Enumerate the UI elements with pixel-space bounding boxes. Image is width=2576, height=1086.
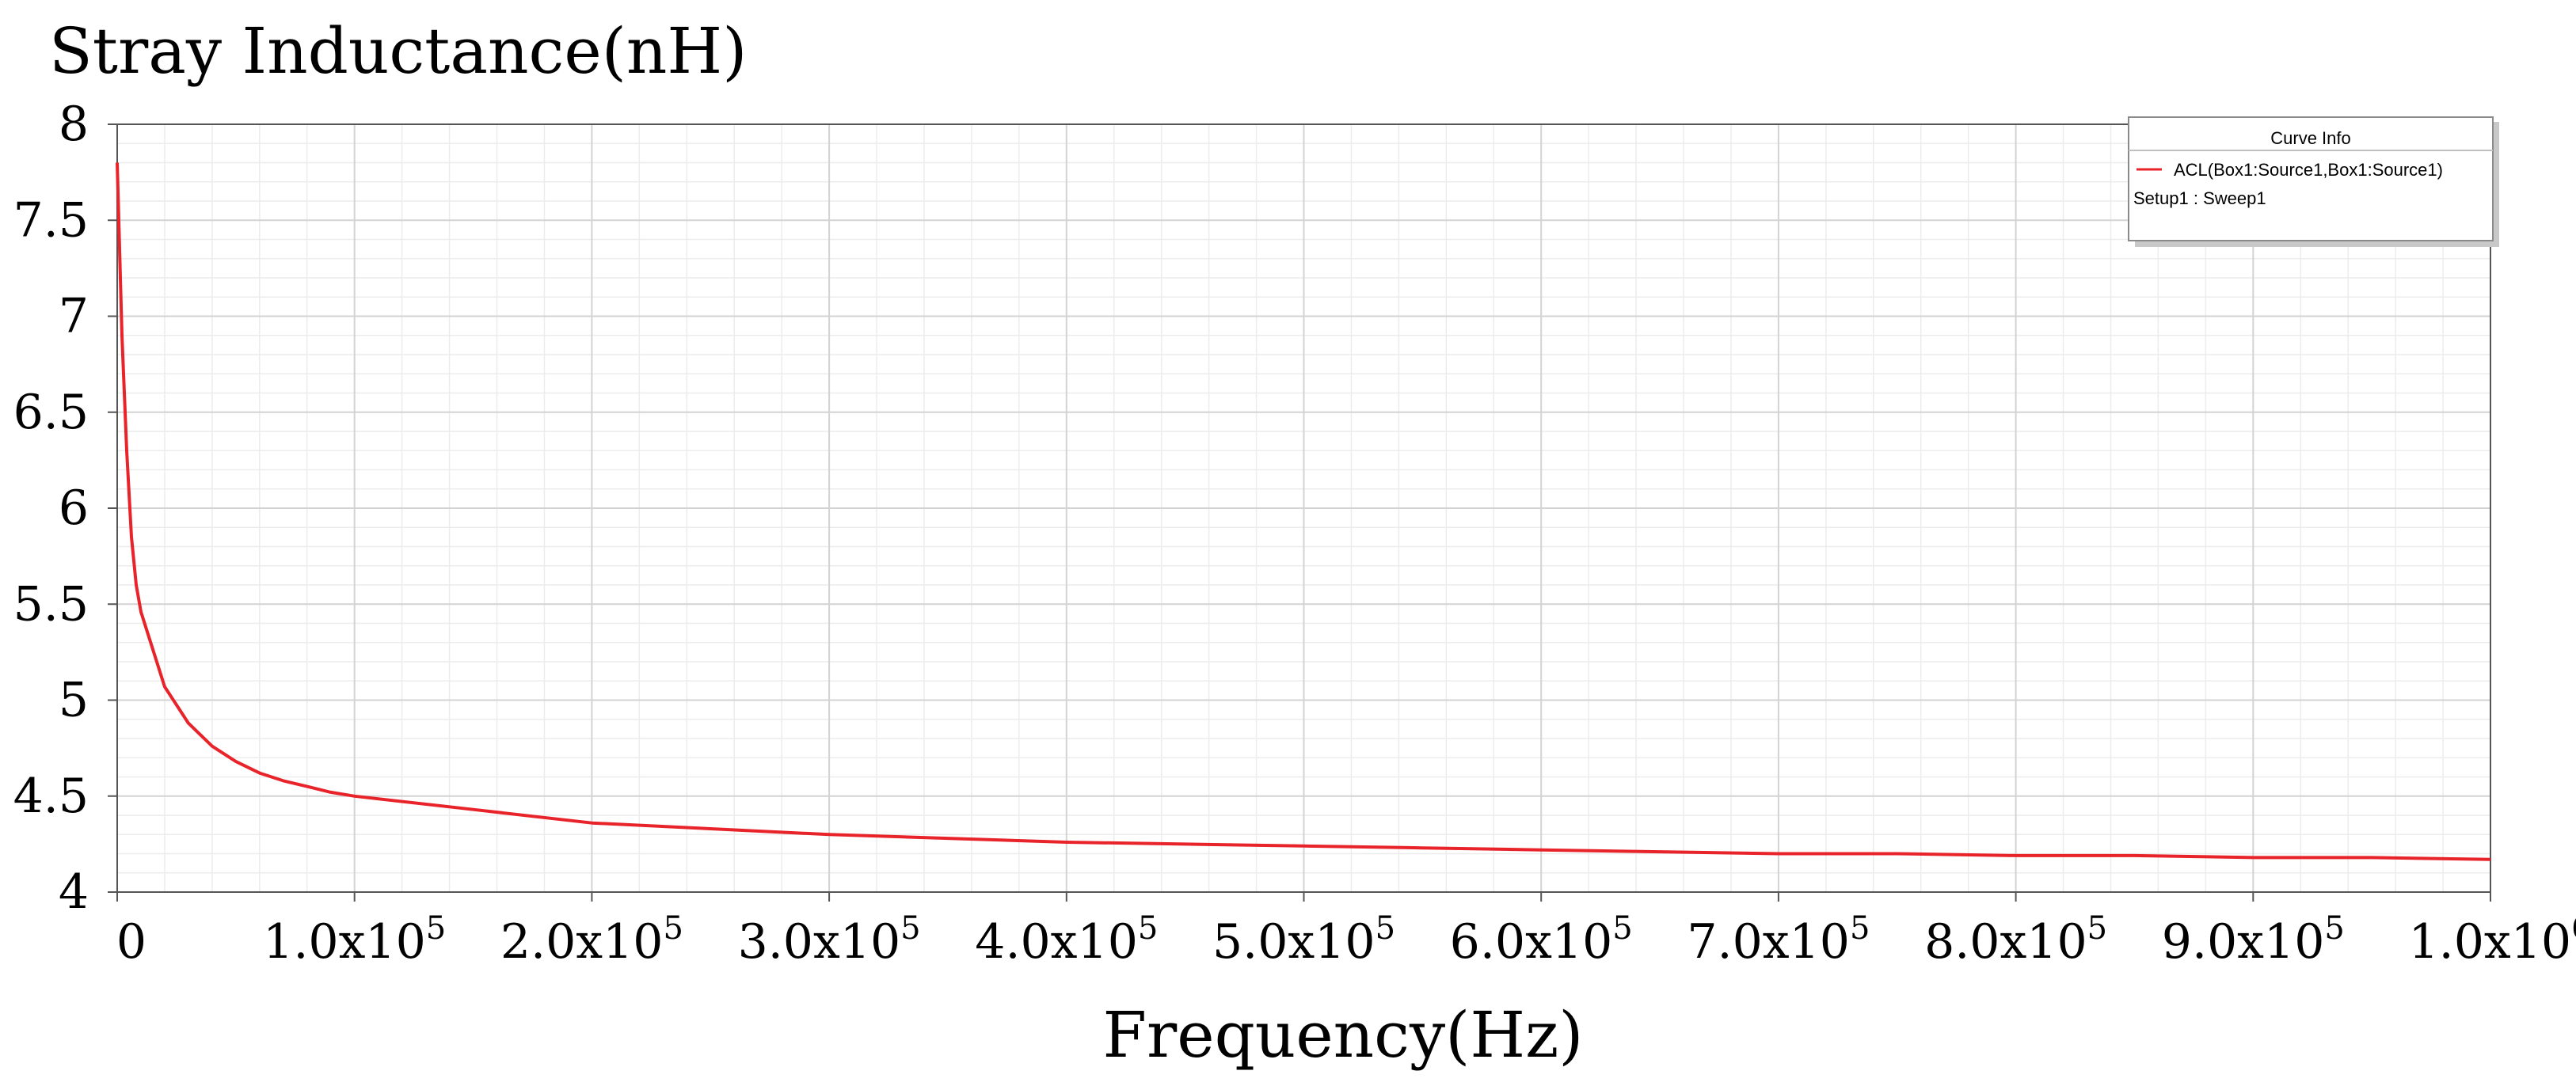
legend-header: Curve Info	[2270, 128, 2351, 148]
chart-title: Stray Inductance(nH)	[49, 14, 747, 88]
x-tick-exponent: 5	[1612, 910, 1632, 947]
x-tick-label: 3.0x105	[738, 910, 921, 970]
y-tick-label: 7	[59, 289, 89, 344]
x-tick-exponent: 6	[2571, 910, 2576, 947]
x-tick-label: 9.0x105	[2162, 910, 2345, 970]
legend-entry: ACL(Box1:Source1,Box1:Source1)	[2174, 160, 2443, 180]
grid-major	[117, 124, 2490, 892]
x-tick-label: 5.0x105	[1212, 910, 1395, 970]
x-tick-exponent: 5	[900, 910, 920, 947]
x-tick-exponent: 5	[1376, 910, 1395, 947]
x-tick-label: 2.0x105	[500, 910, 683, 970]
series-line	[116, 162, 2491, 861]
legend-box[interactable]: Curve Info ACL(Box1:Source1,Box1:Source1…	[2128, 116, 2499, 247]
y-tick-label: 5.5	[13, 576, 89, 632]
x-axis: 0 1.0x105 2.0x105 3.0x105 4.0x105 5.0x105 6.0x…	[116, 892, 2576, 970]
legend-sub: Setup1 : Sweep1	[2133, 188, 2266, 208]
y-tick-label: 6.5	[13, 385, 89, 440]
x-tick-exponent: 5	[426, 910, 446, 947]
x-tick-label: 8.0x105	[1924, 910, 2107, 970]
y-tick-label: 4.5	[13, 769, 89, 824]
series-layer	[116, 162, 2491, 861]
legend-background	[2128, 116, 2494, 241]
y-tick-label: 6	[59, 480, 89, 536]
x-tick-exponent: 5	[2087, 910, 2107, 947]
y-tick-label: 5	[59, 673, 89, 728]
y-tick-label: 8	[59, 97, 89, 152]
x-tick-exponent: 5	[2324, 910, 2344, 947]
x-tick-label: 7.0x105	[1687, 910, 1870, 970]
y-axis: 4 4.5 5 5.5 6 6.5 7 7.5 8	[13, 97, 117, 920]
x-tick-exponent: 5	[1138, 910, 1158, 947]
x-tick-exponent: 5	[663, 910, 683, 947]
x-axis-label: Frequency(Hz)	[1102, 998, 1583, 1072]
x-tick-label: 1.0x105	[263, 910, 446, 970]
x-tick-label: 1.0x106	[2408, 910, 2576, 970]
y-tick-label: 7.5	[13, 192, 89, 248]
x-tick-label: 4.0x105	[975, 910, 1158, 970]
x-tick-label: 6.0x105	[1450, 910, 1633, 970]
x-tick-label: 0	[116, 914, 146, 970]
y-tick-label: 4	[59, 864, 89, 920]
x-tick-exponent: 5	[1850, 910, 1870, 947]
